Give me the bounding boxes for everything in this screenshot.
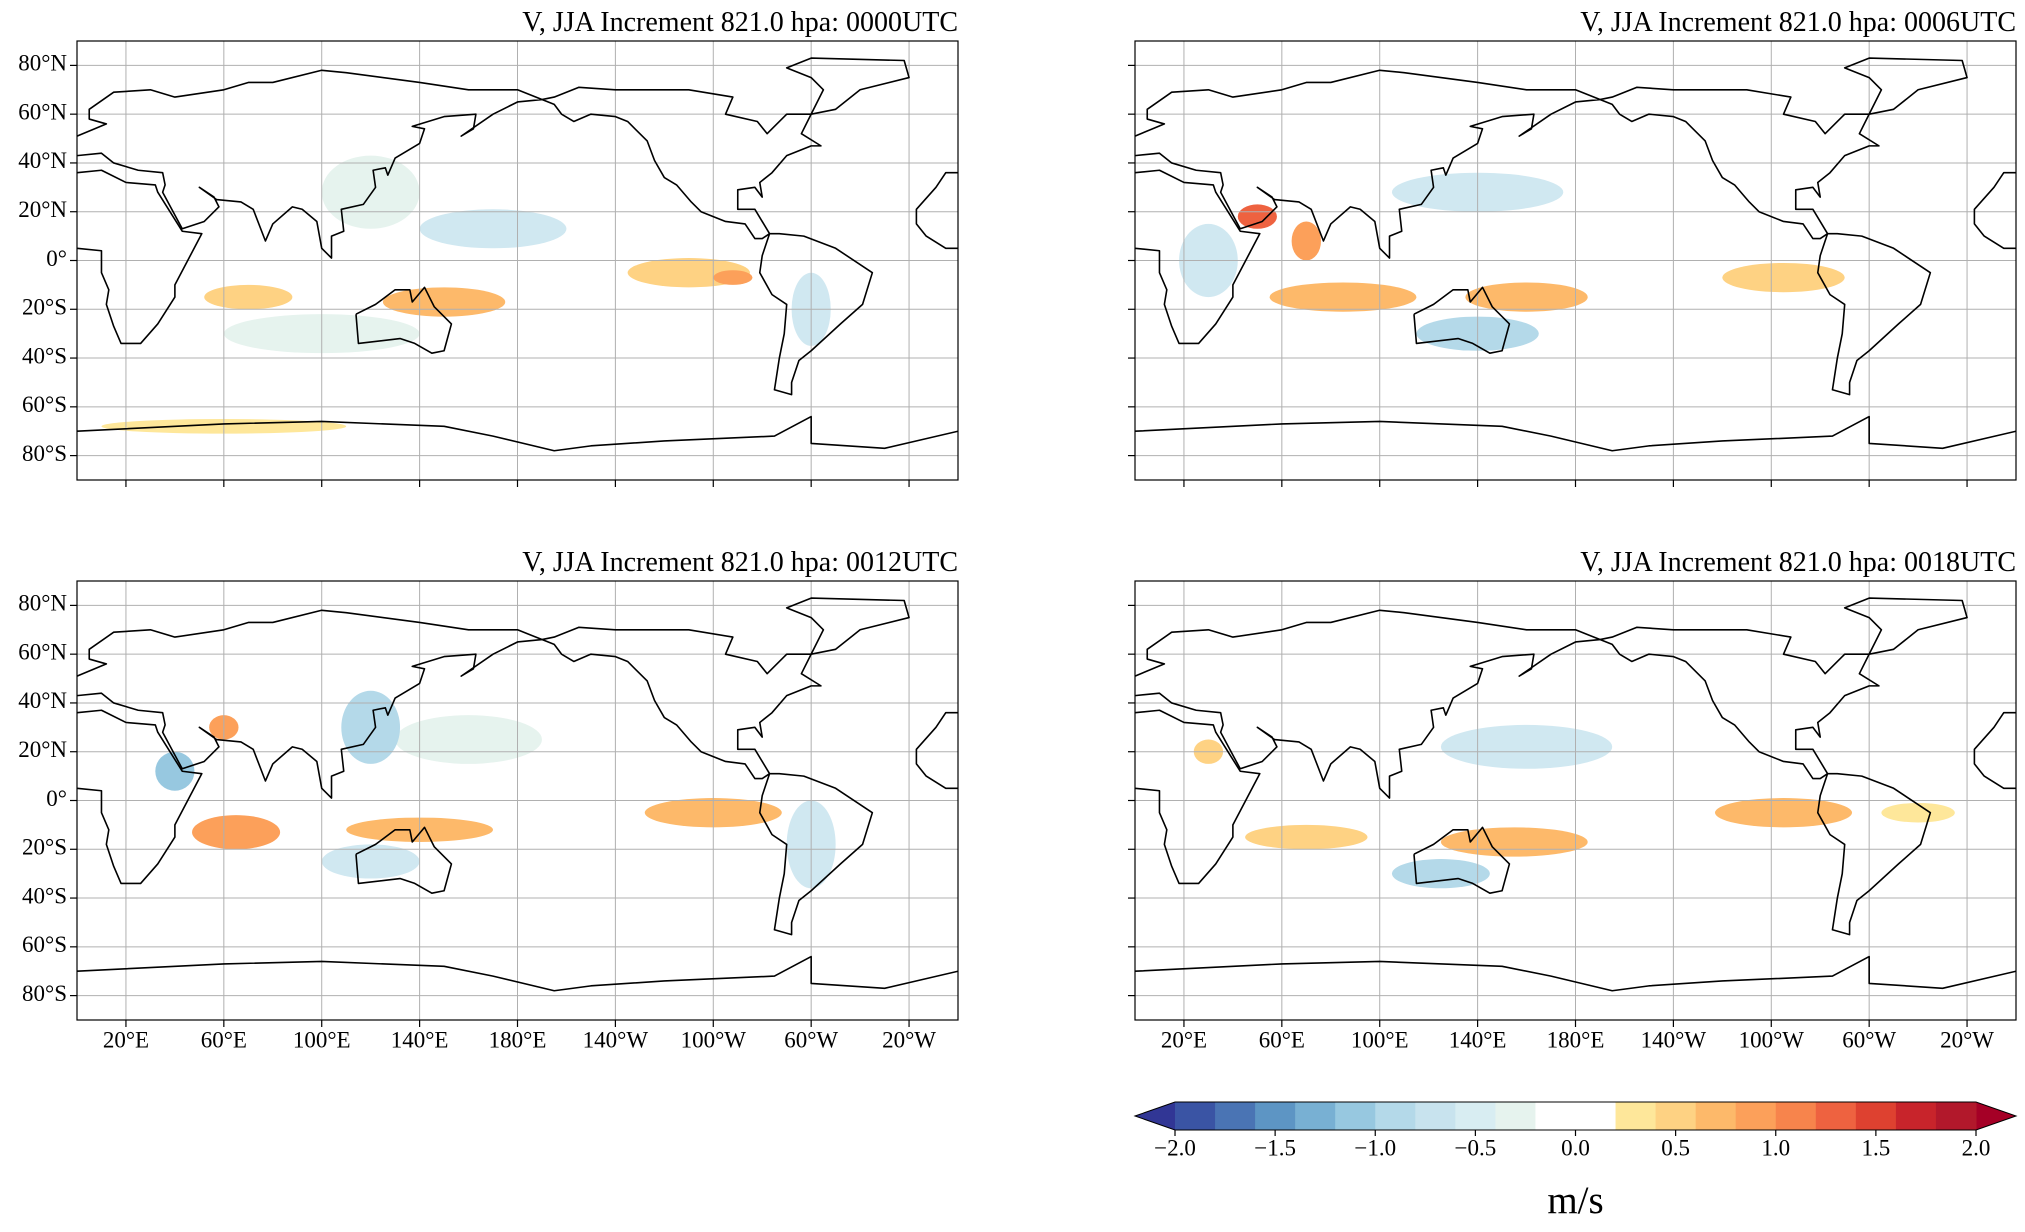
colorbar-tick-label: 2.0 [1962, 1135, 1991, 1160]
panel-title: V, JJA Increment 821.0 hpa: 0018UTC [1580, 547, 2016, 578]
colorbar-bin [1735, 1102, 1777, 1130]
x-tick-label: 180°E [489, 1027, 547, 1052]
x-tick-label: 100°E [293, 1027, 351, 1052]
colorbar-tick-label: 1.0 [1761, 1135, 1790, 1160]
colorbar-bin [1175, 1102, 1216, 1130]
map-panel [1135, 581, 2016, 1020]
increment-field [155, 690, 836, 889]
y-tick-label: 20°N [18, 737, 67, 762]
x-tick-label: 140°W [583, 1027, 649, 1052]
x-tick-label: 20°W [1940, 1027, 1994, 1052]
y-tick-label: 40°S [22, 343, 67, 368]
increment-field [101, 155, 831, 434]
colorbar-tick-label: −0.5 [1455, 1135, 1497, 1160]
colorbar-bin [1495, 1102, 1536, 1130]
y-tick-label: 60°S [22, 932, 67, 957]
colorbar-tick-label: 1.5 [1862, 1135, 1891, 1160]
colorbar-bin [1855, 1102, 1897, 1130]
colorbar-bin [1255, 1102, 1296, 1130]
x-tick-label: 20°E [103, 1027, 149, 1052]
map-panel [77, 41, 958, 480]
x-tick-label: 140°E [1449, 1027, 1507, 1052]
y-tick-label: 80°S [22, 441, 67, 466]
colorbar-bin [1215, 1102, 1256, 1130]
x-tick-label: 60°E [1259, 1027, 1305, 1052]
y-tick-label: 80°N [18, 591, 67, 616]
colorbar-extend-high [1976, 1102, 2016, 1130]
y-tick-label: 60°N [18, 639, 67, 664]
colorbar-bin [1815, 1102, 1857, 1130]
y-tick-label: 80°N [18, 51, 67, 76]
x-tick-label: 100°E [1351, 1027, 1409, 1052]
colorbar-tick-label: 0.5 [1661, 1135, 1690, 1160]
increment-field [1193, 724, 1955, 889]
y-tick-label: 20°S [22, 295, 67, 320]
colorbar-bin [1295, 1102, 1336, 1130]
colorbar-bin [1895, 1102, 1937, 1130]
panel-title: V, JJA Increment 821.0 hpa: 0006UTC [1580, 7, 2016, 38]
colorbar-tick-label: −2.0 [1154, 1135, 1196, 1160]
colorbar-bin [1575, 1102, 1617, 1130]
colorbar-tick-label: −1.5 [1254, 1135, 1296, 1160]
y-tick-label: 60°N [18, 99, 67, 124]
y-tick-label: 20°S [22, 835, 67, 860]
colorbar-bin [1335, 1102, 1376, 1130]
colorbar-bin [1655, 1102, 1697, 1130]
x-tick-label: 140°E [391, 1027, 449, 1052]
y-tick-label: 80°S [22, 981, 67, 1006]
y-tick-label: 20°N [18, 197, 67, 222]
x-tick-label: 100°W [1739, 1027, 1805, 1052]
colorbar-bin [1535, 1102, 1576, 1130]
colorbar-bin [1935, 1102, 1977, 1130]
x-tick-label: 60°W [784, 1027, 838, 1052]
panel-title: V, JJA Increment 821.0 hpa: 0000UTC [522, 7, 958, 38]
colorbar-bin [1695, 1102, 1737, 1130]
x-tick-label: 60°E [201, 1027, 247, 1052]
colorbar-bin [1775, 1102, 1817, 1130]
map-panel [77, 581, 958, 1020]
x-tick-label: 20°E [1161, 1027, 1207, 1052]
x-tick-label: 180°E [1547, 1027, 1605, 1052]
x-tick-label: 100°W [681, 1027, 747, 1052]
colorbar-tick-label: −1.0 [1354, 1135, 1396, 1160]
x-tick-label: 60°W [1842, 1027, 1896, 1052]
y-tick-label: 40°N [18, 688, 67, 713]
colorbar-bin [1415, 1102, 1456, 1130]
y-tick-label: 0° [46, 246, 67, 271]
y-tick-label: 40°S [22, 883, 67, 908]
panel-title: V, JJA Increment 821.0 hpa: 0012UTC [522, 547, 958, 578]
map-panel [1135, 41, 2016, 480]
y-tick-label: 60°S [22, 392, 67, 417]
colorbar-extend-low [1135, 1102, 1175, 1130]
colorbar-bin [1375, 1102, 1416, 1130]
y-tick-label: 0° [46, 786, 67, 811]
colorbar-bin [1615, 1102, 1657, 1130]
y-tick-label: 40°N [18, 148, 67, 173]
colorbar-bin [1455, 1102, 1496, 1130]
colorbar-tick-label: 0.0 [1561, 1135, 1590, 1160]
x-tick-label: 140°W [1641, 1027, 1707, 1052]
colorbar-label: m/s [1547, 1179, 1603, 1222]
x-tick-label: 20°W [882, 1027, 936, 1052]
